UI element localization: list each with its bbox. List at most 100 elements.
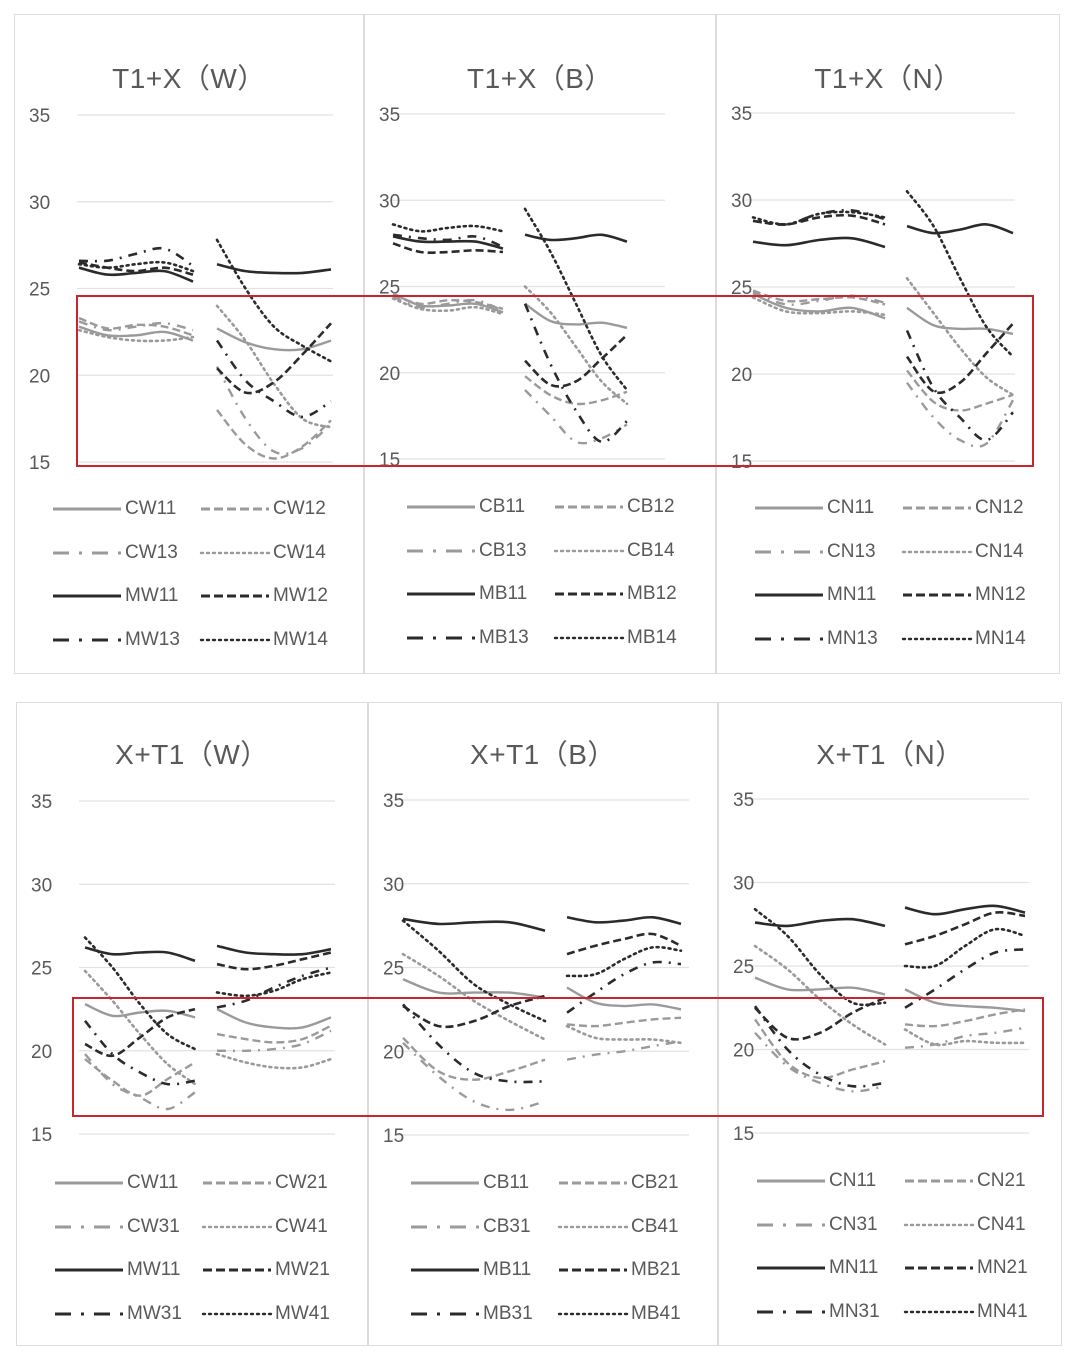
legend-swatch-dash [201,507,269,511]
y-tick-label: 35 [379,105,400,126]
series-line-cw31-right [216,1029,332,1053]
legend-swatch-dot [553,636,625,639]
y-tick-label: 25 [731,278,752,299]
legend-swatch-dot [557,1312,629,1315]
legend-label: MN11 [829,1257,879,1278]
legend-label: CN41 [977,1213,1026,1235]
series-line-cn41-left [753,944,887,1046]
legend-swatch-dash [201,594,269,598]
legend-item-cw31: CW31 [53,1215,180,1239]
legend-swatch-dot [901,550,973,553]
series-line-cb41-right [565,1024,683,1045]
legend-item-mw11: MW11 [51,584,178,608]
legend-label: CW31 [127,1215,180,1237]
plot-area: 35 30 25 20 15 [731,104,1015,473]
legend-swatch-dot [903,1223,975,1226]
legend-label: CW11 [127,1172,179,1193]
chart-title: T1+X（W） [112,63,266,94]
series-line-mb31-right [566,960,682,1014]
series-line-mn41-left [753,907,887,1007]
y-tick-label: 25 [31,959,52,980]
legend-swatch-solid [53,507,121,511]
series-line-cw11-right [216,327,332,352]
legend-item-cn41: CN41 [903,1213,1026,1237]
plot-area: 35 30 25 20 15 [31,792,335,1146]
series-line-cn11-right [906,306,1014,336]
legend-swatch-solid [757,1179,825,1183]
series-line-mb31-left [402,1003,546,1084]
legend-item-cb11: CB11 [409,1171,529,1195]
legend-swatch-dashdot [755,550,823,553]
series-line-mn41-right [903,927,1027,969]
legend-item-cb12: CB12 [553,495,675,519]
y-tick-label: 20 [31,1042,52,1063]
series-line-mb11-left [402,917,546,932]
legend-item-mn21: MN21 [903,1256,1028,1280]
legend-label: CN21 [977,1170,1026,1191]
legend-item-cn11: CN11 [755,1169,876,1193]
series-line-mn11-left [754,917,886,928]
series-line-mw11-left [84,946,196,963]
legend-label: CB14 [627,539,675,561]
legend-label: MB11 [483,1259,532,1280]
legend-label: CW13 [125,541,178,563]
legend-item-mn31: MN31 [755,1300,880,1324]
series-line-mb14-right [523,207,629,392]
chart-title: X+T1（N） [816,739,964,770]
series-line-mn21-left [754,996,886,1041]
legend-swatch-dash [905,1266,973,1270]
legend-swatch-dashdot [407,549,475,552]
series-line-cb11-left [402,978,546,999]
legend-label: MB21 [631,1259,681,1280]
y-tick-label: 20 [733,1041,754,1062]
series-line-mw13-left [78,246,194,268]
legend-swatch-dashdot [53,551,121,554]
series-line-cw13-left [78,320,194,332]
legend-label: CW21 [275,1172,328,1193]
series-line-mb13-left [392,233,504,249]
legend-swatch-dot [553,549,625,552]
legend-label: CW11 [125,498,177,519]
legend-swatch-solid [55,1268,123,1272]
legend-label: MB41 [631,1302,681,1324]
legend-swatch-solid [411,1268,479,1272]
legend-label: MB14 [627,626,677,648]
legend-swatch-dash [903,593,971,597]
plot-area: 35 30 25 20 15 [383,791,689,1147]
series-line-cn11-right [904,988,1026,1013]
legend-label: CW14 [273,541,326,563]
chart-title: X+T1（B） [470,739,616,770]
chart-title: T1+X（B） [467,63,613,94]
legend-swatch-dashdot [757,1223,825,1226]
legend-item-cn14: CN14 [901,540,1024,564]
legend-swatch-dash [203,1181,271,1185]
legend-swatch-dot [199,551,271,554]
legend-swatch-solid [757,1266,825,1270]
legend-swatch-solid [411,1181,479,1185]
legend-item-cw13: CW13 [51,541,178,565]
series-line-mw41-left [83,936,197,1051]
legend-label: MN11 [827,584,877,605]
y-tick-label: 15 [379,450,400,471]
y-tick-label: 30 [29,193,50,214]
series-line-mw13-right [215,339,332,419]
series-line-cw21-left [84,1058,196,1097]
series-line-mb21-right [566,932,682,956]
series-line-mb41-right [565,945,683,978]
legend-label: MW11 [125,585,179,606]
legend-swatch-dashdot [755,637,823,640]
legend-label: MB13 [479,626,529,648]
legend-item-mb11: MB11 [405,582,527,606]
legend-label: MW11 [127,1259,181,1280]
series-line-cw41-left [83,969,197,1086]
legend-item-mw12: MW12 [199,584,328,608]
legend-swatch-dashdot [411,1312,479,1315]
series-line-cb13-left [392,295,504,312]
y-tick-label: 15 [733,1124,754,1145]
series-line-cn31-right [904,1026,1026,1050]
legend-label: MN14 [975,627,1026,649]
series-line-mb12-left [392,242,504,254]
legend-item-mw31: MW31 [53,1302,182,1326]
legend-label: CB11 [479,496,526,517]
legend-item-cn12: CN12 [901,496,1024,520]
